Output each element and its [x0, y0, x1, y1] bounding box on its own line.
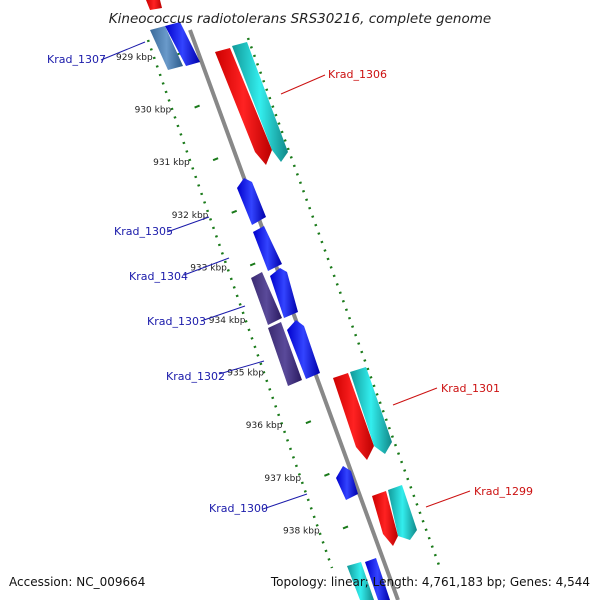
axis-tick-label: 935 kbp: [227, 369, 264, 379]
axis-major-tick: [342, 525, 349, 530]
gene-blue-bottom-partial: [365, 558, 390, 600]
gene-krad-1299-cyan: [388, 485, 417, 540]
label-krad-1300: Krad_1300: [209, 502, 268, 515]
leader-krad-1306: [280, 74, 326, 95]
label-krad-1301: Krad_1301: [441, 382, 500, 395]
forward-guide-track: [146, 39, 334, 569]
axis-major-tick: [212, 157, 219, 162]
gene-red-top-partial: [146, 0, 162, 10]
label-krad-1306: Krad_1306: [328, 68, 387, 81]
gene-krad-1306-red: [215, 48, 272, 165]
axis-tick-label: 932 kbp: [172, 211, 209, 221]
axis-major-tick: [231, 209, 238, 214]
leader-krad-1300: [262, 493, 308, 510]
gene-blue-top: [165, 22, 200, 66]
axis-major-tick: [324, 472, 330, 477]
label-krad-1303: Krad_1303: [147, 315, 206, 328]
axis-tick-label: 937 kbp: [264, 474, 301, 484]
label-krad-1299: Krad_1299: [474, 485, 533, 498]
leader-krad-1299: [425, 490, 471, 508]
axis-tick-label: 930 kbp: [135, 106, 172, 116]
diagram-title: Kineococcus radiotolerans SRS30216, comp…: [109, 11, 491, 27]
genome-summary-text: Topology: linear; Length: 4,761,183 bp; …: [270, 575, 590, 589]
axis-tick-label: 933 kbp: [190, 263, 227, 273]
genome-axis: [188, 29, 400, 600]
label-krad-1305: Krad_1305: [114, 225, 173, 238]
axis-ticks: 929 kbp 930 kbp 931 kbp 932 kbp 933 kbp 934 k…: [116, 52, 349, 536]
gene-krad-1305-a: [237, 178, 266, 225]
gene-krad-1304: [270, 268, 298, 318]
leader-krad-1303: [200, 305, 246, 322]
gene-krad-1307-block: [150, 26, 183, 70]
label-krad-1302: Krad_1302: [166, 370, 225, 383]
reverse-guide-track: [246, 37, 442, 569]
axis-major-tick: [194, 104, 200, 109]
gene-krad-1303: [251, 272, 282, 325]
axis-tick-label: 938 kbp: [283, 526, 320, 536]
leader-krad-1301: [392, 387, 438, 406]
axis-tick-label: 936 kbp: [246, 421, 283, 431]
axis-major-tick: [305, 420, 312, 425]
accession-text: Accession: NC_009664: [9, 575, 145, 589]
label-krad-1307: Krad_1307: [47, 53, 106, 66]
gene-krad-1302-blue: [287, 320, 320, 379]
gene-krad-1299-red: [372, 491, 398, 546]
gene-labels: Krad_1307 Krad_1306 Krad_1305 Krad_1304 …: [47, 41, 533, 515]
axis-tick-label: 934 kbp: [209, 316, 246, 326]
leader-krad-1304: [183, 257, 230, 276]
gene-cyan-bottom-partial: [347, 562, 374, 600]
axis-tick-label: 931 kbp: [153, 158, 190, 168]
axis-tick-label: 929 kbp: [116, 53, 153, 63]
gene-krad-1301-red: [333, 373, 374, 460]
genes: [146, 0, 417, 600]
leader-krad-1307: [100, 41, 146, 61]
gene-krad-1305-b: [253, 226, 282, 271]
leader-krad-1305: [166, 216, 210, 233]
axis-major-tick: [249, 262, 256, 267]
gene-krad-1302: [268, 322, 302, 386]
gene-krad-1301-cyan: [350, 367, 392, 454]
label-krad-1304: Krad_1304: [129, 270, 188, 283]
gene-krad-1306-cyan: [232, 42, 288, 162]
gene-krad-1300: [336, 466, 358, 500]
leader-krad-1302: [218, 360, 265, 375]
guide-tracks: [146, 37, 442, 569]
